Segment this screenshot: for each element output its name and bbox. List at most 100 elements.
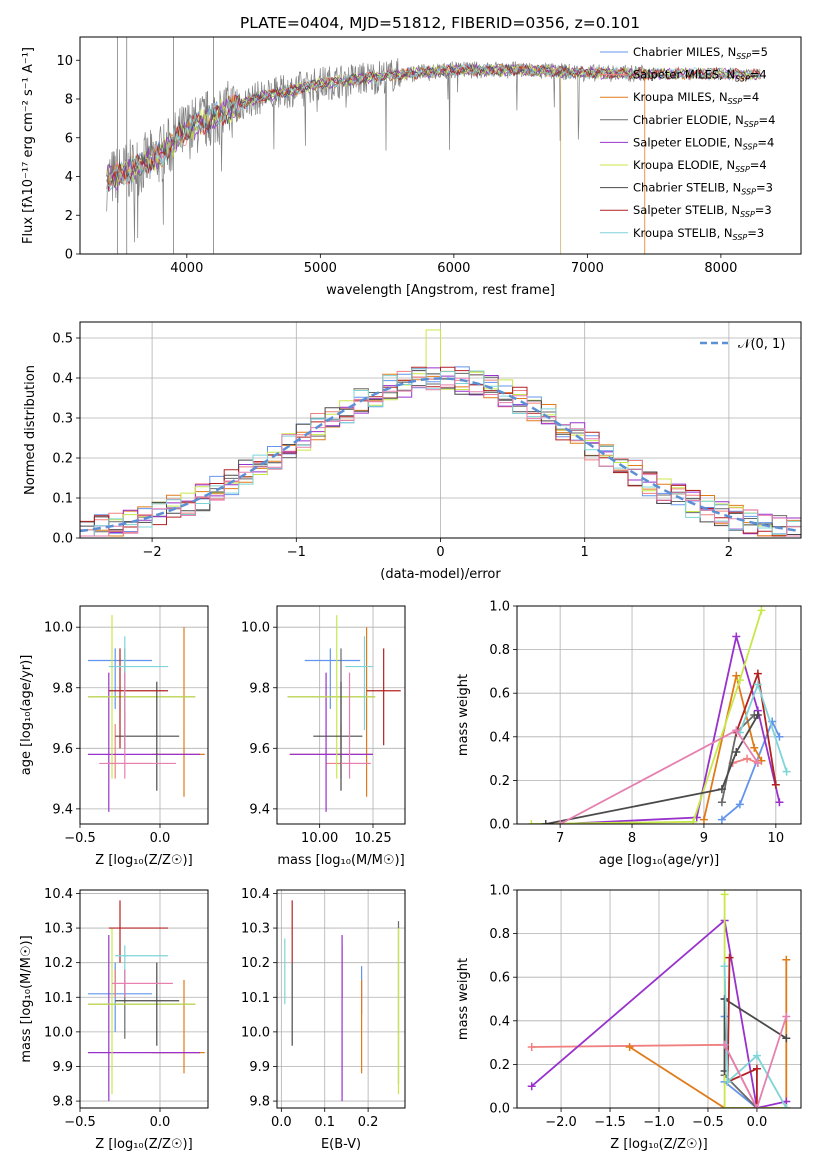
y-tick-label: 2 [65, 209, 73, 224]
y-tick-label: 0.6 [489, 971, 510, 986]
y-axis-label: age [log₁₀(age/yr)] [19, 655, 34, 776]
x-axis-label: age [log₁₀(age/yr)] [599, 853, 720, 868]
series-marker [752, 1051, 761, 1060]
series-line [723, 1016, 788, 1108]
series-marker [732, 632, 741, 641]
y-tick-label: 10.0 [44, 621, 73, 636]
y-tick-label: 0.8 [489, 927, 510, 942]
y-tick-label: 0 [65, 248, 73, 263]
series-line [629, 959, 788, 1108]
data-point [115, 681, 180, 791]
data-point [112, 969, 173, 998]
legend-entry: Kroupa STELIB, NSSP=3 [633, 226, 764, 242]
legend-entry: 𝒩(0, 1) [738, 337, 785, 352]
series-marker [771, 780, 780, 789]
axes-frame [516, 889, 802, 1109]
series-marker [723, 1077, 732, 1086]
x-tick-label: −0.5 [64, 1115, 96, 1130]
x-tick-label: −2.0 [545, 1115, 577, 1130]
plot-area [80, 329, 801, 538]
data-point [88, 928, 196, 1095]
series-marker [753, 711, 762, 719]
x-tick-label: 0.0 [271, 1115, 292, 1130]
y-tick-label: 9.8 [249, 681, 270, 696]
x-tick-label: −1.5 [594, 1115, 626, 1130]
residuals-panel: −2 −1 0 1 2 0.0 0.1 0.2 0.3 0.4 0.5 (data-model)/er… [23, 321, 802, 582]
y-tick-label: 0.4 [489, 1014, 510, 1029]
series-marker [527, 820, 536, 824]
y-tick-label: 0.0 [489, 818, 510, 833]
legend-entry: Kroupa ELODIE, NSSP=4 [633, 158, 767, 174]
legend: 𝒩(0, 1) [700, 337, 785, 352]
y-tick-label: 9.4 [52, 802, 73, 817]
model-spectrum-line [106, 62, 761, 188]
x-axis-label: Z [log₁₀(Z/Z☉)] [610, 1137, 707, 1152]
series-marker [775, 732, 784, 741]
y-axis-label: Flux [fλ10⁻¹⁷ erg cm⁻² s⁻¹ A⁻¹] [21, 47, 36, 244]
series-marker [625, 1042, 634, 1051]
y-tick-label: 1.0 [489, 884, 510, 899]
data-point [108, 900, 168, 963]
plot-area [88, 900, 205, 1102]
series-marker [689, 817, 698, 824]
y-tick-label: 0.4 [489, 730, 510, 745]
y-tick-label: 0.4 [52, 372, 73, 387]
series-marker [782, 1104, 791, 1108]
axes-frame [79, 605, 209, 825]
series-marker [753, 758, 762, 767]
mass-weight-vs-metallicity-panel: −2.0 −1.5 −1.0 −0.5 0.0 0.0 0.2 0.4 0.6 0.8 1.0 Z [… [456, 884, 802, 1152]
series-marker [753, 669, 762, 678]
y-tick-label: 0.2 [52, 452, 73, 467]
y-tick-label: 4 [65, 170, 73, 185]
model-spectrum-line [106, 62, 761, 193]
x-axis-label: Z [log₁₀(Z/Z☉)] [95, 853, 192, 868]
x-tick-label: 1 [581, 545, 589, 560]
plot-area [527, 606, 791, 824]
series-marker [717, 785, 726, 794]
axes-frame [79, 36, 802, 255]
series-line [531, 918, 787, 1108]
legend-entry: Kroupa MILES, NSSP=4 [633, 90, 759, 106]
data-point [88, 934, 200, 1102]
series-marker [743, 754, 752, 763]
axes-frame [276, 605, 406, 825]
y-tick-label: 10.4 [44, 887, 73, 902]
y-tick-label: 0.1 [52, 492, 73, 507]
series-line [545, 714, 759, 824]
x-tick-label: 10.00 [301, 831, 338, 846]
axes-frame [516, 605, 802, 825]
plot-area [106, 37, 761, 254]
series-marker [732, 671, 741, 680]
series-marker [775, 798, 784, 807]
y-tick-label: 0.0 [52, 532, 73, 547]
plot-area [527, 890, 791, 1108]
x-tick-label: 0.2 [358, 1115, 379, 1130]
series-marker [720, 962, 729, 971]
y-tick-label: 9.6 [249, 742, 270, 757]
x-tick-label: 5000 [304, 261, 337, 276]
model-spectrum-line [106, 62, 761, 192]
y-tick-label: 10.3 [241, 922, 270, 937]
data-point [341, 672, 371, 779]
x-tick-label: 9 [700, 831, 708, 846]
y-tick-label: 0.2 [489, 1058, 510, 1073]
data-point [115, 962, 180, 1046]
y-tick-label: 10.2 [241, 956, 270, 971]
legend-entry: Salpeter STELIB, NSSP=3 [633, 203, 772, 219]
x-tick-label: 7000 [571, 261, 604, 276]
data-point [313, 681, 363, 791]
x-tick-label: 0.0 [150, 831, 171, 846]
mass-vs-metallicity-panel: −0.5 0.0 9.8 9.9 10.0 10.1 10.2 10.3 10.4 Z [log₁… [19, 887, 209, 1152]
x-tick-label: 8 [628, 831, 636, 846]
series-line [723, 966, 788, 1108]
series-marker [720, 1104, 729, 1108]
x-tick-label: 6000 [437, 261, 470, 276]
series-marker [720, 890, 729, 899]
x-tick-label: −2 [143, 545, 162, 560]
data-point [366, 648, 401, 746]
series-marker [732, 748, 741, 757]
y-tick-label: 0.6 [489, 687, 510, 702]
y-tick-label: 10.0 [241, 621, 270, 636]
series-marker [782, 1012, 791, 1021]
series-line [726, 957, 758, 1108]
